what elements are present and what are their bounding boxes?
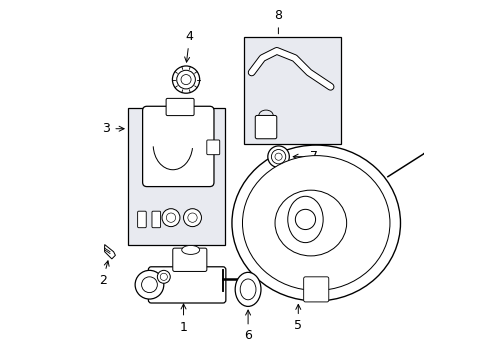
Circle shape [172,66,199,93]
Text: 3: 3 [102,122,124,135]
FancyBboxPatch shape [137,211,146,228]
Ellipse shape [182,246,199,255]
Circle shape [160,273,167,280]
Text: 1: 1 [179,304,187,333]
Bar [244,37,341,144]
Text: 7: 7 [293,150,318,163]
Circle shape [274,153,282,160]
Text: 6: 6 [244,310,251,342]
Circle shape [142,277,157,293]
Ellipse shape [242,156,389,291]
Circle shape [162,209,180,226]
Ellipse shape [240,279,255,300]
Ellipse shape [231,145,400,301]
FancyBboxPatch shape [152,211,160,228]
Polygon shape [104,244,115,259]
FancyBboxPatch shape [148,267,225,303]
Ellipse shape [287,196,323,243]
FancyBboxPatch shape [206,140,219,155]
Circle shape [166,213,175,222]
Circle shape [181,75,191,85]
Ellipse shape [235,273,261,306]
Text: 4: 4 [184,30,193,62]
Circle shape [176,70,195,89]
FancyBboxPatch shape [303,277,328,302]
Circle shape [295,209,315,230]
FancyBboxPatch shape [172,248,206,271]
Text: 5: 5 [294,305,302,332]
Circle shape [157,270,170,283]
FancyBboxPatch shape [142,106,214,186]
Circle shape [271,149,285,164]
FancyBboxPatch shape [166,98,194,116]
FancyBboxPatch shape [255,116,276,139]
Circle shape [135,270,163,299]
Circle shape [183,209,201,226]
Circle shape [187,213,197,222]
Ellipse shape [274,190,346,256]
Text: 2: 2 [99,261,109,287]
Text: 8: 8 [274,9,282,34]
Bar [128,108,224,244]
Circle shape [267,146,289,167]
